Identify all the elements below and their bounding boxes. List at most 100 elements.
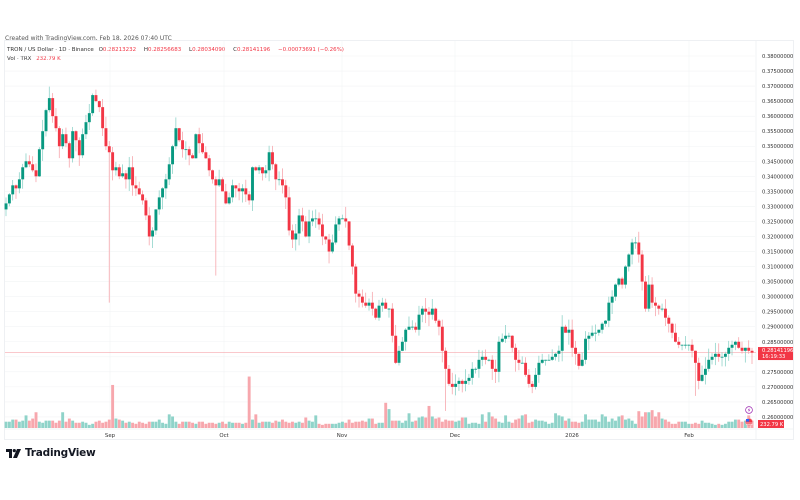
- volume-bar: [720, 424, 724, 428]
- volume-bar: [57, 420, 61, 428]
- candle-body: [27, 161, 31, 165]
- candle-body: [397, 350, 401, 363]
- volume-label[interactable]: Vol · TRX: [7, 56, 32, 62]
- tradingview-logo[interactable]: TradingView: [6, 447, 96, 459]
- candle-body: [634, 242, 637, 244]
- price-axis-label: 0.33500000: [762, 189, 793, 195]
- candle-body: [4, 203, 8, 210]
- change-value: −0.00073691 (−0.26%): [277, 47, 344, 53]
- chart-pane[interactable]: [4, 40, 794, 440]
- volume-bar: [397, 420, 401, 428]
- candle-body: [367, 302, 371, 306]
- candle-body: [683, 344, 687, 346]
- candle-body: [524, 362, 528, 375]
- candle-body: [264, 170, 268, 174]
- low-value: L0.28034090: [189, 47, 226, 53]
- volume-bar: [590, 419, 594, 428]
- volume-bar: [440, 421, 444, 428]
- candle-body: [224, 191, 228, 204]
- candle-body: [710, 356, 714, 360]
- candle-body: [480, 356, 484, 360]
- symbol-label[interactable]: TRON / US Dollar · 1D · Binance: [7, 47, 94, 53]
- volume-bar: [297, 421, 301, 428]
- candle-body: [360, 296, 364, 303]
- candle-body: [407, 326, 411, 330]
- volume-bar: [187, 421, 191, 428]
- candle-body: [617, 278, 621, 285]
- volume-bar: [677, 421, 681, 428]
- volume-bar: [27, 420, 31, 428]
- volume-bar: [733, 419, 737, 428]
- volume-bar: [660, 418, 664, 428]
- candle-body: [257, 167, 261, 171]
- volume-bar: [17, 421, 21, 428]
- volume-bar: [114, 418, 118, 428]
- volume-bar: [394, 420, 398, 428]
- candle-body: [497, 341, 501, 372]
- volume-bar: [667, 421, 671, 428]
- us-flag-event-icon[interactable]: [745, 418, 753, 426]
- candle-body: [733, 341, 737, 345]
- volume-bar: [674, 423, 677, 428]
- volume-bar: [650, 410, 654, 428]
- candle-body: [247, 194, 251, 201]
- candle-body: [161, 188, 165, 198]
- volume-bar: [464, 417, 468, 428]
- candle-body: [14, 185, 18, 189]
- volume-bar: [417, 417, 421, 428]
- candle-body: [434, 308, 438, 321]
- candle-body: [604, 320, 607, 324]
- volume-bar: [267, 421, 271, 428]
- candle-body: [597, 329, 601, 333]
- candle-body: [484, 356, 488, 360]
- candle-body: [580, 359, 584, 366]
- candle-body: [51, 98, 55, 117]
- candle-body: [637, 242, 641, 255]
- candle-body: [654, 302, 657, 306]
- volume-badge: 232.79 K: [758, 420, 784, 428]
- candle-body: [520, 362, 524, 364]
- candle-body: [680, 344, 684, 346]
- candle-body: [450, 383, 454, 387]
- candle-body: [277, 179, 281, 181]
- candle-body: [514, 347, 518, 360]
- volume-bar: [71, 420, 75, 428]
- volume-bar: [683, 421, 687, 428]
- volume-bar: [194, 423, 198, 428]
- price-axis-label: 0.29000000: [762, 325, 793, 331]
- candle-body: [560, 326, 564, 351]
- candle-body: [723, 353, 727, 357]
- volume-bar: [124, 422, 128, 428]
- volume-bar: [710, 423, 714, 428]
- candle-body: [37, 149, 41, 177]
- volume-bar: [524, 414, 528, 428]
- volume-bar: [424, 417, 428, 428]
- candle-body: [84, 122, 88, 135]
- high-value: H0.28256683: [143, 47, 182, 53]
- volume-bar: [161, 422, 165, 428]
- candle-body: [380, 302, 384, 306]
- volume-bar: [47, 420, 51, 428]
- volume-bar: [274, 420, 278, 428]
- candle-body: [191, 155, 194, 159]
- candle-body: [577, 353, 581, 366]
- volume-bar: [287, 422, 291, 428]
- candle-body: [750, 350, 754, 353]
- price-axis-label: 0.32000000: [762, 234, 793, 240]
- candle-body: [284, 185, 288, 198]
- volume-bar: [154, 421, 158, 428]
- volume-bar: [231, 422, 234, 428]
- volume-bar: [404, 420, 408, 428]
- volume-bar: [64, 421, 68, 428]
- volume-bar: [604, 416, 607, 428]
- candle-body: [231, 185, 234, 198]
- volume-bar: [54, 422, 58, 428]
- lightning-event-icon[interactable]: [745, 406, 753, 414]
- volume-bar: [277, 421, 281, 428]
- candle-body: [187, 149, 191, 156]
- candle-body: [490, 359, 494, 369]
- candle-body: [387, 308, 391, 310]
- candle-body: [587, 335, 591, 339]
- volume-bar: [257, 422, 261, 428]
